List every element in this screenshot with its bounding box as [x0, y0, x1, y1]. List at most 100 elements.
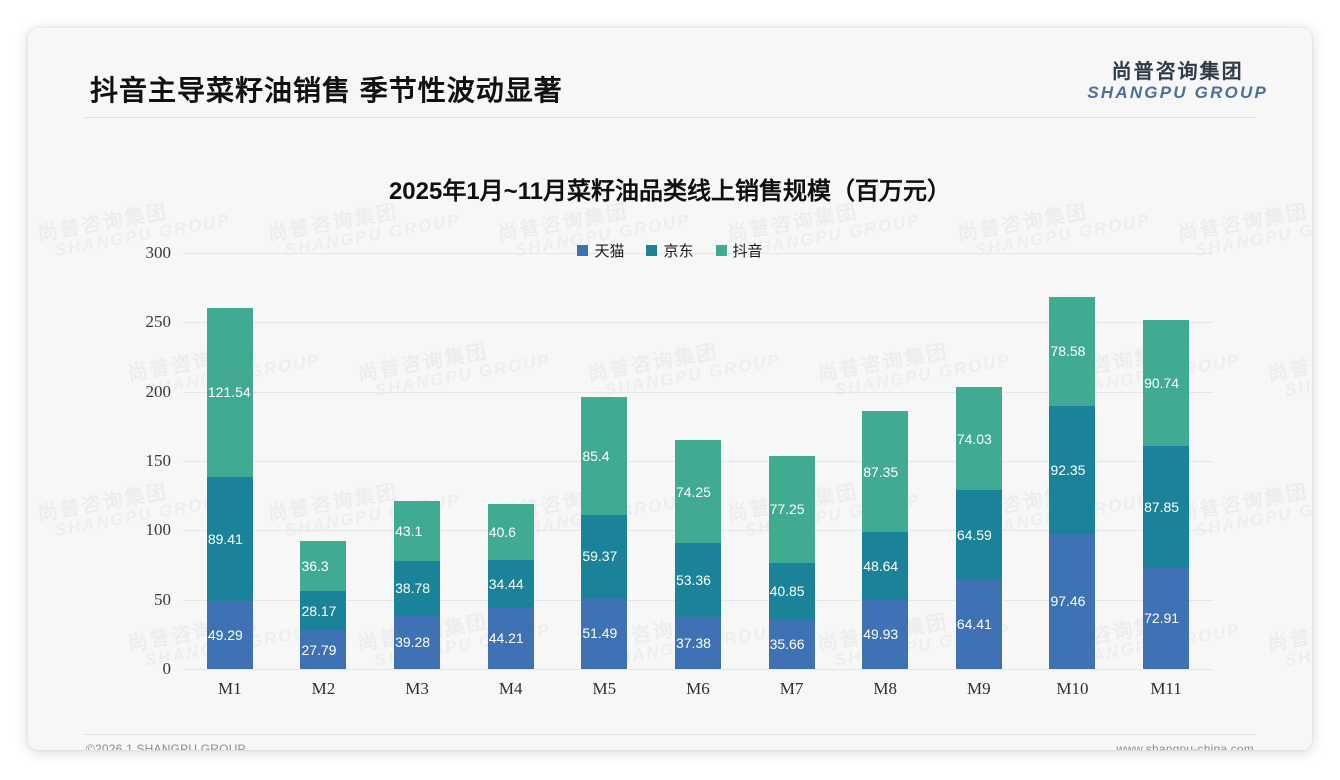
- bar-segment[interactable]: 64.41: [955, 579, 1002, 669]
- bar-segment[interactable]: 78.58: [1049, 296, 1096, 406]
- bar-segment[interactable]: 92.35: [1049, 405, 1096, 534]
- bar-value-label: 89.41: [207, 530, 243, 547]
- bar-value-label: 78.58: [1050, 343, 1086, 360]
- y-axis-tick-label: 50: [154, 589, 171, 609]
- bar-segment[interactable]: 87.85: [1143, 446, 1190, 568]
- y-axis-tick-label: 250: [145, 312, 172, 332]
- y-axis-tick-label: 100: [145, 520, 172, 540]
- bar-segment[interactable]: 74.25: [674, 440, 721, 544]
- bar-segment[interactable]: 40.85: [768, 562, 815, 620]
- bar-value-label: 53.36: [675, 572, 711, 589]
- bar-segment[interactable]: 53.36: [674, 543, 721, 618]
- bar-group[interactable]: 74.03 64.59 64.41: [955, 253, 1002, 669]
- bar-segment[interactable]: 36.3: [300, 541, 347, 592]
- bar-value-label: 59.37: [582, 548, 618, 565]
- legend-label: 抖音: [732, 243, 763, 260]
- chart-legend: 天猫 京东 抖音: [28, 240, 1312, 261]
- bar-segment[interactable]: 59.37: [581, 515, 628, 598]
- chart-x-axis: M1 M2 M3 M4 M5 M6 M7 M8 M9 M10 M11: [183, 669, 1213, 709]
- x-axis-tick-label: M5: [592, 679, 617, 698]
- bar-segment[interactable]: 85.4: [581, 396, 628, 516]
- footer-website: www.shangpu-china.com: [1116, 742, 1254, 750]
- bar-segment[interactable]: 89.41: [206, 476, 253, 601]
- bar-segment[interactable]: 97.46: [1049, 533, 1096, 669]
- bar-segment[interactable]: 39.28: [394, 614, 441, 669]
- bar-group[interactable]: 74.25 53.36 37.38: [674, 253, 721, 669]
- brand-logo-cn: 尚普咨询集团: [1111, 61, 1244, 83]
- bar-group[interactable]: 121.54 89.41 49.29: [206, 253, 253, 669]
- bar-segment[interactable]: 43.1: [394, 501, 441, 561]
- bar-group[interactable]: 36.3 28.17 27.79: [300, 253, 347, 669]
- legend-item-抖音[interactable]: 抖音: [715, 240, 763, 261]
- bar-value-label: 38.78: [395, 579, 431, 596]
- x-axis-tick-label: M7: [779, 679, 804, 698]
- bar-segment[interactable]: 35.66: [768, 619, 815, 669]
- footer-divider: [84, 734, 1256, 735]
- bar-value-label: 34.44: [488, 575, 524, 592]
- x-axis-tick-label: M8: [873, 679, 897, 698]
- x-axis-tick-label: M1: [218, 679, 242, 698]
- bar-segment[interactable]: 64.59: [955, 490, 1002, 580]
- bar-segment[interactable]: 87.35: [862, 411, 909, 533]
- chart-plot-area: 0 50 100 150 200 250 300 121.54 89.41 49.29 36.3 2…: [28, 28, 1312, 750]
- bar-segment[interactable]: 74.03: [955, 387, 1002, 491]
- bar-segment[interactable]: 28.17: [300, 591, 347, 631]
- bar-value-label: 92.35: [1050, 461, 1086, 478]
- bar-group[interactable]: 77.25 40.85 35.66: [768, 253, 815, 669]
- bar-group[interactable]: 90.74 87.85 72.91: [1143, 253, 1190, 669]
- bar-value-label: 28.17: [301, 602, 337, 619]
- y-axis-tick-label: 200: [145, 381, 172, 401]
- bar-value-label: 37.38: [675, 635, 711, 652]
- bar-value-label: 85.4: [582, 448, 610, 465]
- gridline: [183, 322, 1213, 324]
- header-divider: [84, 117, 1256, 118]
- bar-value-label: 72.91: [1144, 610, 1180, 627]
- x-axis-tick-label: M9: [967, 679, 991, 698]
- brand-logo: 尚普咨询集团 SHANGPU GROUP: [1087, 61, 1268, 102]
- brand-logo-en: SHANGPU GROUP: [1087, 82, 1268, 102]
- bar-value-label: 74.03: [956, 430, 992, 447]
- bar-segment[interactable]: 77.25: [768, 455, 815, 563]
- bar-segment[interactable]: 49.93: [862, 599, 909, 669]
- bar-segment[interactable]: 49.29: [206, 600, 253, 669]
- bar-group[interactable]: 40.6 34.44 44.21: [487, 253, 534, 669]
- bar-segment[interactable]: 72.91: [1143, 567, 1190, 669]
- bar-value-label: 49.93: [863, 626, 899, 643]
- bar-segment[interactable]: 44.21: [487, 607, 534, 669]
- bar-segment[interactable]: 121.54: [206, 308, 253, 477]
- footer-copyright: ©2026.1 SHANGPU GROUP: [86, 742, 246, 750]
- bar-group[interactable]: 78.58 92.35 97.46: [1049, 253, 1096, 669]
- bar-segment[interactable]: 51.49: [581, 597, 628, 669]
- bar-value-label: 40.6: [488, 523, 516, 540]
- legend-swatch-icon: [715, 245, 727, 256]
- gridline: [183, 669, 1213, 670]
- legend-swatch-icon: [577, 245, 589, 256]
- bar-value-label: 64.41: [956, 616, 992, 633]
- legend-swatch-icon: [646, 245, 658, 256]
- bar-group[interactable]: 43.1 38.78 39.28: [394, 253, 441, 669]
- bar-value-label: 43.1: [395, 522, 423, 539]
- bar-group[interactable]: 87.35 48.64 49.93: [862, 253, 909, 669]
- page-title: 抖音主导菜籽油销售 季节性波动显著: [90, 75, 563, 106]
- legend-item-京东[interactable]: 京东: [646, 240, 694, 261]
- bar-value-label: 121.54: [207, 384, 251, 401]
- bar-value-label: 87.35: [863, 463, 899, 480]
- legend-item-天猫[interactable]: 天猫: [577, 240, 624, 261]
- bar-value-label: 49.29: [207, 626, 243, 643]
- x-axis-tick-label: M11: [1150, 679, 1182, 698]
- slide-header: 抖音主导菜籽油销售 季节性波动显著 尚普咨询集团 SHANGPU GROUP: [28, 28, 1312, 118]
- bar-segment[interactable]: 48.64: [862, 532, 909, 600]
- bar-segment[interactable]: 38.78: [394, 560, 441, 615]
- x-axis-tick-label: M2: [311, 679, 336, 698]
- bar-segment[interactable]: 27.79: [300, 630, 347, 669]
- bar-group[interactable]: 85.4 59.37 51.49: [581, 253, 628, 669]
- bar-value-label: 40.85: [769, 583, 805, 600]
- chart-title: 2025年1月~11月菜籽油品类线上销售规模（百万元）: [388, 178, 952, 205]
- bar-segment[interactable]: 34.44: [487, 559, 534, 608]
- bar-segment[interactable]: 37.38: [674, 617, 721, 669]
- bar-segment[interactable]: 90.74: [1143, 320, 1190, 447]
- slide-page: 抖音主导菜籽油销售 季节性波动显著 尚普咨询集团 SHANGPU GROUP 2…: [28, 28, 1312, 750]
- legend-label: 天猫: [594, 243, 625, 260]
- x-axis-tick-label: M4: [498, 679, 523, 698]
- bar-segment[interactable]: 40.6: [487, 503, 534, 560]
